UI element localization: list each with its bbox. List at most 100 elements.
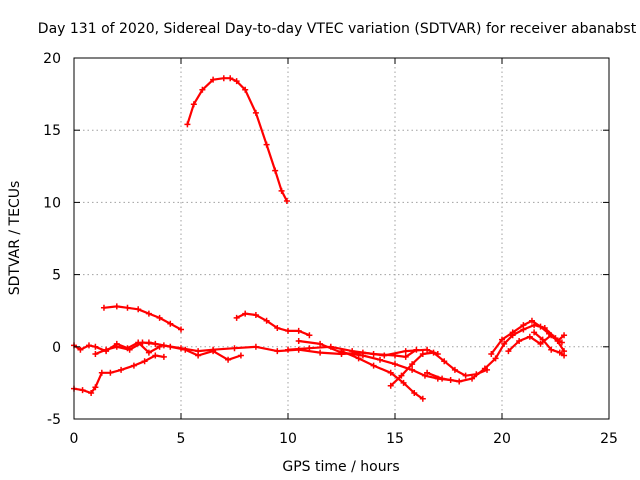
data-point: [98, 369, 105, 376]
y-tick-label: 20: [43, 51, 61, 67]
data-point: [107, 369, 114, 376]
data-point: [531, 329, 538, 336]
data-point: [231, 345, 238, 352]
data-point: [178, 326, 184, 333]
data-point: [469, 375, 476, 382]
data-point: [439, 375, 446, 382]
series-line: [426, 324, 566, 383]
data-point: [100, 304, 107, 311]
data-point: [103, 346, 110, 353]
data-point: [451, 366, 458, 373]
data-point: [156, 314, 163, 321]
series-arc-1: [184, 75, 290, 204]
data-point: [126, 346, 133, 353]
data-point: [430, 349, 437, 356]
data-point: [413, 346, 420, 353]
data-point: [488, 351, 495, 358]
data-point: [295, 327, 302, 334]
data-point: [338, 348, 345, 355]
data-point: [526, 333, 533, 340]
data-point: [392, 361, 398, 368]
data-point: [402, 348, 409, 355]
data-point: [178, 345, 184, 352]
series-line: [72, 354, 165, 395]
data-point: [419, 395, 426, 402]
data-point: [317, 349, 324, 356]
data-point: [499, 336, 505, 343]
data-point: [242, 86, 249, 93]
data-point: [516, 338, 523, 345]
y-tick-label: 15: [43, 123, 61, 139]
y-axis-label: SDTVAR / TECUs: [7, 181, 23, 296]
x-axis-label: GPS time / hours: [282, 459, 399, 475]
series-line: [389, 351, 489, 387]
data-point: [278, 187, 285, 194]
data-point: [152, 352, 159, 359]
data-point: [195, 348, 202, 355]
data-point: [392, 352, 398, 359]
data-point: [92, 351, 99, 358]
data-point: [210, 76, 217, 83]
data-point: [124, 304, 131, 311]
data-point: [537, 340, 544, 347]
data-point: [252, 109, 259, 116]
data-point: [145, 310, 152, 317]
data-point: [285, 327, 291, 334]
data-point: [237, 352, 244, 359]
data-point: [252, 343, 259, 350]
data-point: [92, 343, 99, 350]
y-tick-labels: -5 0 5 10 15 20: [43, 51, 61, 428]
data-point: [456, 378, 463, 385]
data-point: [359, 352, 366, 359]
x-tick-label: 15: [386, 431, 404, 447]
data-point: [274, 348, 281, 355]
series-line: [507, 334, 564, 353]
data-point: [556, 349, 563, 356]
axis-ticks: [73, 57, 610, 420]
series-arc-2: [100, 303, 184, 333]
data-point: [537, 323, 544, 330]
data-point: [520, 322, 527, 329]
data-point: [167, 320, 174, 327]
data-point: [539, 336, 546, 343]
x-tick-label: 0: [70, 431, 79, 447]
series-arc-5: [71, 352, 167, 397]
data-point: [505, 348, 512, 355]
series-line: [340, 350, 424, 400]
data-point: [85, 342, 92, 349]
data-point: [113, 343, 120, 350]
series-line: [102, 305, 183, 331]
y-tick-label: 5: [52, 268, 61, 284]
data-point: [242, 310, 249, 317]
series-line: [186, 77, 288, 203]
data-point: [130, 362, 137, 369]
y-tick-label: 0: [52, 340, 61, 356]
data-point: [481, 365, 488, 372]
data-point: [548, 346, 555, 353]
data-point: [139, 339, 146, 346]
data-point: [441, 358, 448, 365]
data-point: [263, 317, 270, 324]
series-line: [297, 339, 452, 382]
data-point: [118, 366, 125, 373]
y-tick-label: -5: [47, 412, 61, 428]
data-point: [424, 369, 431, 376]
data-point: [113, 303, 120, 310]
x-tick-label: 5: [177, 431, 186, 447]
data-point: [402, 353, 409, 360]
series-arc-15: [531, 329, 568, 359]
series-arc-6: [92, 339, 244, 363]
series-arc-3: [233, 310, 313, 339]
data-point: [233, 314, 240, 321]
data-point: [263, 141, 270, 148]
data-point: [88, 390, 95, 397]
data-point: [220, 75, 227, 82]
grid-lines: [73, 57, 610, 420]
series-layer: [71, 75, 568, 402]
data-point: [184, 121, 191, 128]
data-point: [424, 346, 431, 353]
data-point: [274, 325, 281, 332]
data-point: [283, 197, 290, 204]
series-arc-14: [505, 332, 565, 355]
